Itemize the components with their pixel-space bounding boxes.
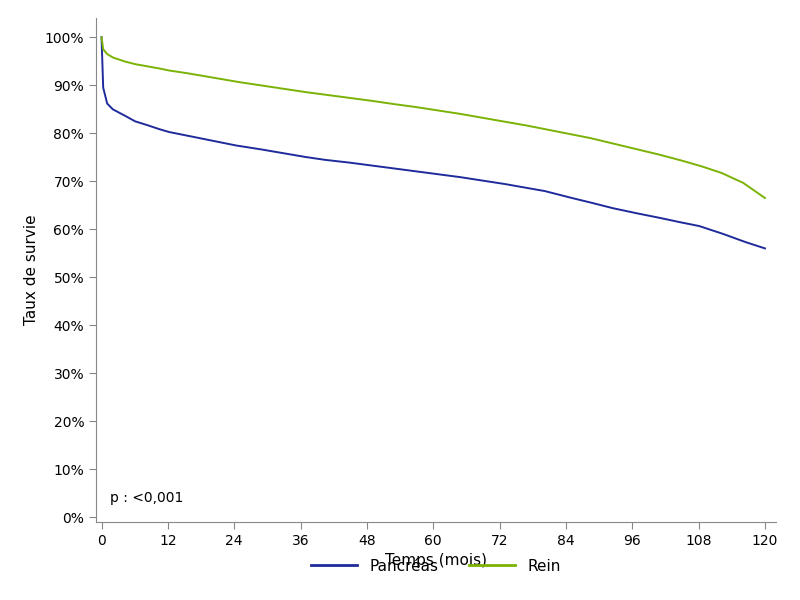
Rein: [619, 142, 629, 149]
Rein: [760, 194, 770, 202]
Rein: [741, 181, 750, 188]
Pancréas: [97, 34, 106, 41]
Pancréas: [130, 118, 140, 125]
X-axis label: Temps (mois): Temps (mois): [385, 553, 487, 568]
Pancréas: [741, 239, 750, 246]
Line: Rein: Rein: [102, 37, 765, 198]
Pancréas: [419, 169, 429, 176]
Rein: [741, 181, 750, 188]
Rein: [419, 104, 429, 112]
Pancréas: [760, 245, 770, 252]
Pancréas: [741, 238, 750, 245]
Pancréas: [619, 207, 629, 214]
Rein: [130, 61, 140, 68]
Pancréas: [402, 166, 411, 173]
Rein: [402, 102, 411, 109]
Legend: Pancréas, Rein: Pancréas, Rein: [306, 553, 566, 580]
Text: p : <0,001: p : <0,001: [110, 491, 183, 505]
Y-axis label: Taux de survie: Taux de survie: [24, 215, 39, 325]
Rein: [97, 34, 106, 41]
Line: Pancréas: Pancréas: [102, 37, 765, 248]
